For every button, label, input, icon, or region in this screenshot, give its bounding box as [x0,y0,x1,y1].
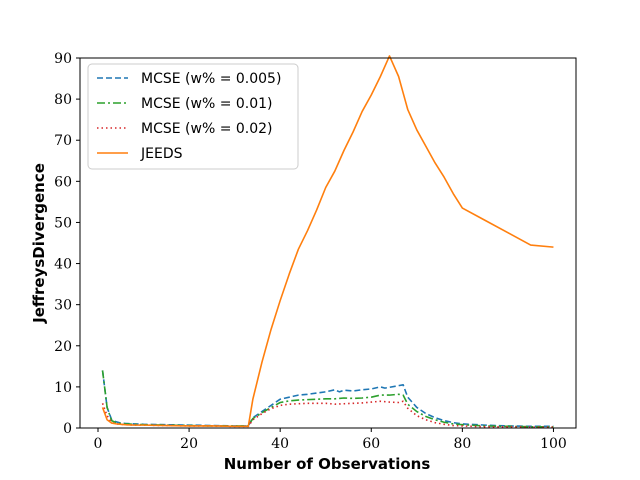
legend-label-jeeds: JEEDS [140,146,183,162]
legend-label-mcse-002: MCSE (w% = 0.02) [141,121,273,137]
y-tick-label: 20 [54,339,72,355]
legend-label-mcse-0005: MCSE (w% = 0.005) [141,71,281,87]
y-tick-label: 40 [54,257,72,273]
y-tick-label: 10 [54,380,72,396]
x-tick-label: 80 [453,436,471,452]
y-axis-title: JeffreysDivergence [30,163,48,324]
y-tick-label: 90 [54,51,72,67]
y-tick-label: 30 [54,298,72,314]
y-tick-label: 50 [54,215,72,231]
x-tick-label: 100 [540,436,567,452]
y-tick-label: 70 [54,133,72,149]
x-tick-label: 20 [180,436,198,452]
y-tick-label: 0 [63,421,72,437]
x-tick-label: 0 [94,436,103,452]
legend-box [87,63,299,170]
y-tick-label: 60 [54,174,72,190]
legend-label-mcse-001: MCSE (w% = 0.01) [141,96,273,112]
x-axis-title: Number of Observations [224,455,431,473]
ticks-layer: 0 20 40 60 80 100 0 10 20 30 40 50 60 70 80 90 [54,51,567,452]
x-tick-label: 40 [271,436,289,452]
plot-frame [79,57,577,429]
legend: MCSE (w% = 0.005) MCSE (w% = 0.01) MCSE … [87,63,299,170]
series-line-3 [101,55,554,428]
x-tick-label: 60 [362,436,380,452]
series-layer [101,55,554,428]
y-tick-label: 80 [54,92,72,108]
